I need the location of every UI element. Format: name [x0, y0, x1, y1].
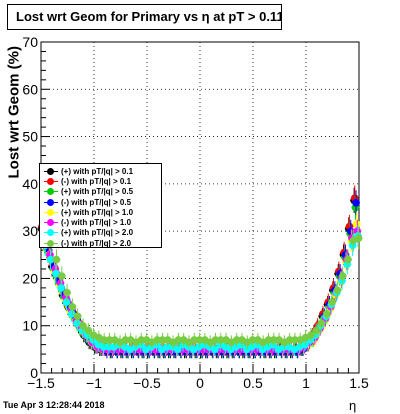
y-axis-label: Lost wrt Geom (%)	[5, 45, 23, 179]
legend-marker	[44, 228, 58, 238]
data-point	[352, 198, 360, 207]
y-tick-label: 20	[22, 270, 38, 286]
legend-marker	[44, 207, 58, 217]
legend-label: (-) with pT/|q| > 0.5	[61, 197, 132, 207]
y-tick-label: 70	[22, 34, 38, 50]
data-point	[307, 331, 315, 339]
data-point	[190, 336, 199, 344]
data-point	[63, 288, 71, 297]
data-point	[46, 255, 55, 264]
data-point	[100, 336, 108, 344]
legend-label: (+) with pT/|q| > 0.1	[61, 166, 134, 176]
data-point	[216, 336, 225, 344]
data-point	[105, 336, 114, 344]
data-point	[52, 269, 60, 278]
legend-label: (+) with pT/|q| > 1.0	[61, 207, 134, 217]
legend-item: (-) with pT/|q| > 2.0	[44, 238, 161, 248]
data-point	[195, 336, 204, 344]
y-axis-label-wrap: Lost wrt Geom (%)	[4, 45, 24, 180]
data-point	[105, 343, 113, 351]
legend-marker	[44, 218, 58, 228]
x-tick-label: −1.5	[27, 375, 55, 391]
legend-label: (-) with pT/|q| > 1.0	[61, 218, 132, 228]
data-point	[328, 298, 336, 306]
data-point	[285, 336, 294, 344]
data-point	[211, 345, 219, 354]
data-point	[121, 336, 130, 344]
data-point	[312, 326, 320, 335]
chart-title-box: Lost wrt Geom for Primary vs η at pT > 0…	[7, 4, 282, 30]
data-point	[301, 340, 309, 349]
y-tick-label: 60	[22, 81, 38, 97]
data-point	[211, 336, 220, 344]
data-point	[344, 255, 352, 264]
data-point	[57, 284, 65, 292]
data-point	[52, 255, 61, 264]
data-point	[99, 343, 108, 351]
data-point	[338, 272, 347, 280]
data-point	[73, 319, 81, 328]
x-tick-label: 0.5	[243, 375, 263, 391]
legend-marker	[44, 197, 58, 207]
data-point	[67, 310, 76, 318]
x-tick-label: 1.5	[349, 375, 369, 391]
data-point	[68, 303, 77, 311]
data-point	[173, 345, 182, 354]
y-tick-label: 50	[22, 129, 38, 145]
data-point	[137, 336, 146, 344]
y-tick-label: 0	[30, 365, 38, 381]
data-point	[317, 319, 326, 328]
chart-title: Lost wrt Geom for Primary vs η at pT > 0…	[16, 9, 282, 24]
data-point	[153, 336, 161, 344]
data-point	[291, 336, 299, 344]
data-point	[62, 298, 71, 306]
data-point	[354, 234, 363, 243]
legend-marker	[44, 187, 58, 197]
data-point	[79, 321, 87, 330]
data-point	[248, 336, 257, 344]
data-point	[322, 310, 331, 318]
x-tick-label: 0	[196, 375, 204, 391]
legend-label: (-) with pT/|q| > 0.1	[61, 176, 132, 186]
legend-item: (+) with pT/|q| > 0.1	[44, 166, 161, 176]
data-point	[346, 227, 355, 235]
x-axis-label: η	[349, 398, 357, 413]
legend-label: (-) with pT/|q| > 2.0	[61, 238, 132, 248]
data-point	[163, 343, 171, 351]
legend-marker	[44, 238, 58, 248]
data-point	[174, 336, 183, 344]
x-tick-label: −1	[86, 375, 102, 391]
data-point	[158, 336, 167, 344]
data-point	[232, 336, 241, 344]
y-tick-label: 40	[22, 176, 38, 192]
legend: (+) with pT/|q| > 0.1 (-) with pT/|q| > 0…	[39, 163, 162, 248]
y-tick-label: 10	[22, 318, 38, 334]
timestamp: Tue Apr 3 12:28:44 2018	[3, 400, 105, 410]
data-point	[352, 220, 361, 228]
data-point	[333, 286, 342, 295]
data-point	[84, 326, 93, 335]
data-point	[264, 336, 273, 344]
legend-item: (-) with pT/|q| > 0.1	[44, 176, 161, 186]
data-point	[73, 312, 82, 321]
data-point	[57, 272, 66, 280]
legend-item: (+) with pT/|q| > 2.0	[44, 228, 161, 238]
legend-item: (+) with pT/|q| > 0.5	[44, 187, 161, 197]
data-point	[269, 336, 278, 344]
legend-label: (+) with pT/|q| > 2.0	[61, 228, 134, 238]
legend-marker	[44, 176, 58, 186]
legend-marker	[44, 166, 58, 176]
legend-item: (-) with pT/|q| > 0.5	[44, 197, 161, 207]
x-tick-label: 1	[302, 375, 310, 391]
legend-item: (+) with pT/|q| > 1.0	[44, 207, 161, 217]
x-tick-label: −0.5	[133, 375, 161, 391]
legend-label: (+) with pT/|q| > 0.5	[61, 187, 134, 197]
y-tick-label: 30	[22, 223, 38, 239]
legend-item: (-) with pT/|q| > 1.0	[44, 217, 161, 227]
